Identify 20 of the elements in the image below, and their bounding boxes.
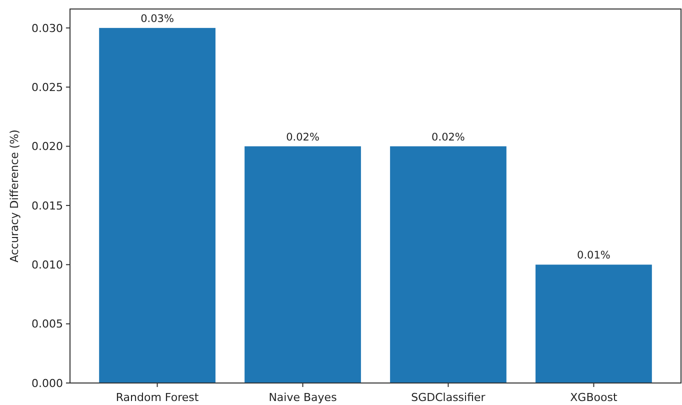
x-tick-label: SGDClassifier xyxy=(411,391,486,404)
y-axis-title: Accuracy Difference (%) xyxy=(8,130,21,262)
y-tick-label: 0.025 xyxy=(32,80,63,94)
bar xyxy=(99,28,216,383)
x-tick-label: Naive Bayes xyxy=(268,391,338,404)
y-tick-label: 0.010 xyxy=(32,258,63,272)
y-tick-label: 0.005 xyxy=(32,318,63,331)
y-tick-label: 0.020 xyxy=(32,140,63,154)
data-label: 0.02% xyxy=(432,131,465,144)
x-tick-label: Random Forest xyxy=(116,391,200,404)
x-tick-label: XGBoost xyxy=(570,391,618,404)
bar xyxy=(390,146,506,383)
bar xyxy=(244,146,361,383)
bar xyxy=(536,264,652,383)
y-tick-label: 0.015 xyxy=(32,199,63,212)
y-tick-label: 0.030 xyxy=(32,22,63,35)
y-tick-label: 0.000 xyxy=(32,376,63,390)
data-label: 0.01% xyxy=(577,250,610,262)
data-label: 0.02% xyxy=(286,131,320,144)
data-label: 0.03% xyxy=(140,12,174,25)
